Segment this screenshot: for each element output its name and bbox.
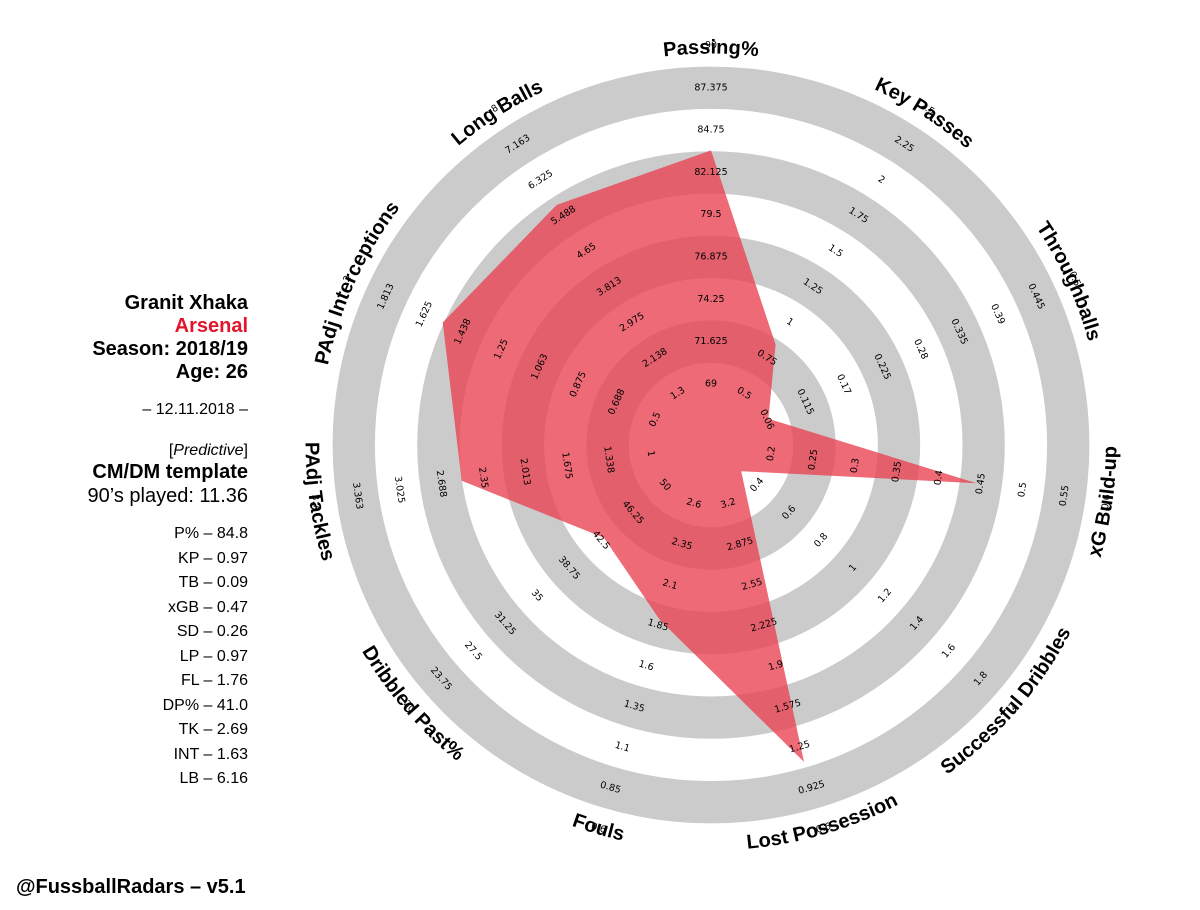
- tick-label: 0.6: [1100, 494, 1113, 511]
- mode-text: Predictive: [173, 442, 244, 459]
- tick-label: 90: [705, 40, 717, 51]
- tick-label: 3.7: [309, 494, 322, 511]
- tick-label: 2.35: [476, 467, 490, 490]
- tick-label: 1.338: [601, 445, 616, 473]
- tick-label: 0.2: [765, 445, 778, 462]
- tick-label: 2.6: [685, 496, 703, 511]
- tick-label: 2.688: [434, 470, 449, 498]
- tick-label: 71.625: [694, 336, 727, 347]
- tick-label: 0.6: [590, 821, 608, 836]
- axis-label: xG Build-up: [1084, 446, 1122, 560]
- stat-item: SD – 0.26: [176, 623, 248, 640]
- tick-label: 1.675: [559, 451, 574, 479]
- tick-label: 0.45: [974, 473, 988, 496]
- stat-item: DP% – 41.0: [162, 696, 248, 714]
- tick-label: 76.875: [694, 252, 727, 263]
- tick-label: 0.5: [1016, 482, 1029, 499]
- tick-label: 0.35: [890, 461, 904, 484]
- played-label: 90’s played: 11.36: [87, 485, 249, 507]
- mode-label: [Predictive]: [168, 442, 248, 459]
- tick-label: 74.25: [697, 294, 724, 305]
- tick-label: 0.25: [806, 448, 820, 471]
- tick-label: 2.013: [518, 458, 533, 486]
- date-label: – 12.11.2018 –: [142, 401, 248, 418]
- template-label: CM/DM template: [92, 461, 248, 483]
- axis-label: Passing%: [662, 37, 760, 62]
- tick-label: 3.025: [392, 476, 407, 504]
- tick-label: 3.363: [350, 482, 365, 510]
- tick-label: 2.1: [661, 577, 679, 592]
- stat-item: xGB – 0.47: [167, 598, 248, 616]
- stat-list: P% – 84.8 KP – 0.97 TB – 0.09 xGB – 0.47…: [0, 522, 248, 792]
- tick-label: 1: [847, 562, 859, 574]
- stat-item: INT – 1.63: [173, 745, 248, 763]
- tick-label: 2: [876, 174, 887, 187]
- tick-label: 8: [489, 103, 500, 116]
- tick-label: 84.75: [697, 125, 724, 136]
- tick-label: 1.6: [637, 659, 655, 674]
- tick-label: 1.9: [767, 659, 785, 674]
- tick-label: 82.125: [694, 167, 727, 178]
- tick-label: 1.1: [613, 740, 631, 755]
- tick-label: 0.6: [815, 821, 833, 836]
- tick-label: 69: [705, 378, 717, 389]
- club-name: Arsenal: [174, 315, 248, 337]
- stat-item: TK – 2.69: [178, 721, 248, 738]
- tick-label: 3.2: [719, 496, 737, 511]
- tick-label: 0.55: [1058, 485, 1072, 508]
- tick-label: 1: [645, 450, 657, 458]
- tick-label: 0.4: [932, 470, 945, 487]
- axis-label: Fouls: [570, 810, 627, 846]
- tick-label: 2: [341, 274, 354, 284]
- stat-item: KP – 0.97: [178, 549, 248, 567]
- stat-item: P% – 84.8: [174, 525, 248, 542]
- stat-item: FL – 1.76: [180, 672, 248, 689]
- age-label: Age: 26: [175, 361, 248, 383]
- player-name: Granit Xhaka: [124, 292, 248, 314]
- stat-item: TB – 0.09: [178, 574, 248, 591]
- stat-item: LP – 0.97: [179, 647, 248, 665]
- tick-label: 0.3: [849, 457, 862, 474]
- tick-label: 87.375: [694, 82, 727, 93]
- stat-item: LB – 6.16: [179, 770, 249, 787]
- tick-label: 79.5: [700, 209, 721, 220]
- tick-label: 1: [784, 316, 795, 329]
- season-label: Season: 2018/19: [92, 338, 248, 360]
- credit-label: @FussballRadars – v5.1: [16, 876, 246, 898]
- tick-label: 2: [1007, 701, 1019, 713]
- player-info-panel: Granit Xhaka Arsenal Season: 2018/19 Age…: [0, 292, 249, 792]
- radar-polygon-layer: [442, 150, 977, 762]
- radar-data-polygon: [442, 150, 977, 762]
